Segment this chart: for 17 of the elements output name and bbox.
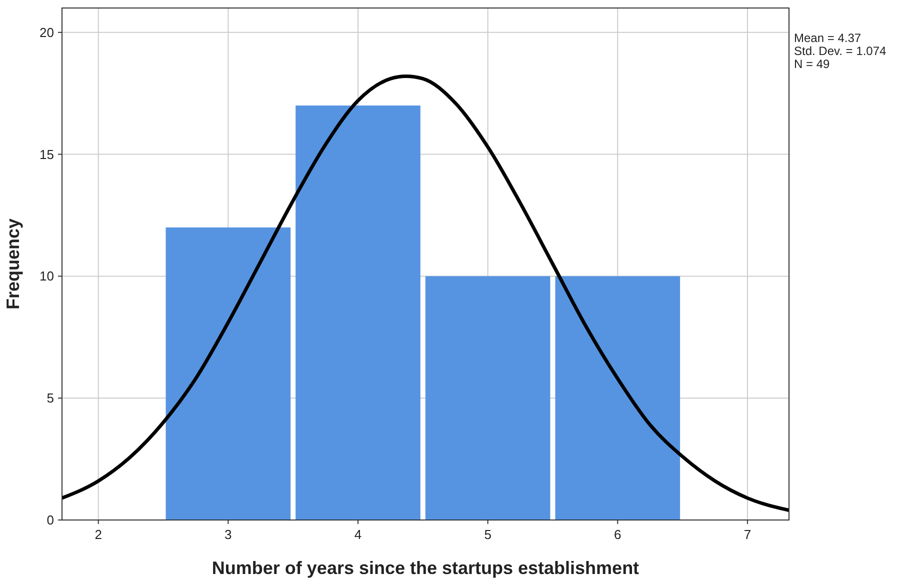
y-tick-label: 0 bbox=[46, 512, 54, 528]
x-tick-label: 7 bbox=[744, 527, 752, 542]
text: Std. Dev. = 1.074 bbox=[794, 44, 886, 58]
x-tick-label: 5 bbox=[484, 527, 492, 542]
y-tick-label: 5 bbox=[46, 390, 54, 406]
x-tick-label: 6 bbox=[614, 527, 622, 542]
text: Mean = 4.37 bbox=[794, 31, 862, 45]
text: N = 49 bbox=[794, 57, 830, 71]
line-series bbox=[60, 74, 791, 512]
x-tick-label: 4 bbox=[354, 527, 362, 542]
x-tick-label: 2 bbox=[94, 527, 102, 542]
x-tick-label: 3 bbox=[224, 527, 232, 542]
y-tick-label: 20 bbox=[40, 24, 54, 40]
y-tick-label: 15 bbox=[40, 146, 54, 162]
x-axis-title: Number of years since the startups establishment bbox=[212, 558, 640, 578]
y-axis-title: Frequency bbox=[3, 218, 23, 310]
y-tick-label: 10 bbox=[40, 268, 54, 284]
